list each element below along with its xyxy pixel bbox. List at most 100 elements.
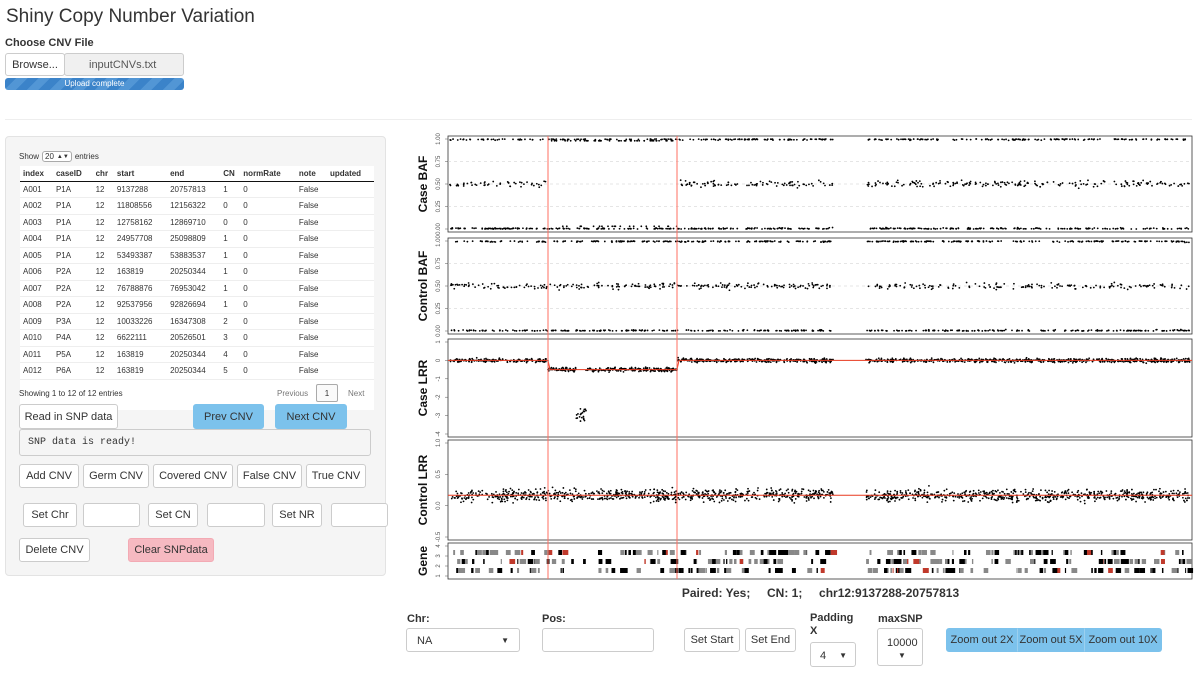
false-cnv-button[interactable]: False CNV xyxy=(237,464,302,488)
snp-point xyxy=(521,496,524,499)
snp-point xyxy=(601,498,604,501)
column-header-end[interactable]: end xyxy=(167,166,221,182)
covered-cnv-button[interactable]: Covered CNV xyxy=(153,464,233,488)
next-cnv-button[interactable]: Next CNV xyxy=(275,404,347,429)
snp-point xyxy=(1161,182,1164,185)
snp-point xyxy=(520,138,523,141)
snp-point xyxy=(643,139,646,142)
column-header-CN[interactable]: CN xyxy=(220,166,241,182)
set-chr-button[interactable]: Set Chr xyxy=(23,503,77,527)
snp-point xyxy=(993,180,996,183)
germ-cnv-button[interactable]: Germ CNV xyxy=(83,464,149,488)
snp-point xyxy=(1046,181,1049,184)
snp-point xyxy=(956,182,958,185)
snp-point xyxy=(695,360,697,363)
snp-point xyxy=(879,227,881,229)
snp-point xyxy=(1112,497,1115,500)
set-nr-button[interactable]: Set NR xyxy=(272,503,322,527)
table-row[interactable]: A011 P5A 12 163819 20250344 4 0 False xyxy=(20,346,374,363)
snp-point xyxy=(907,329,910,332)
snp-point xyxy=(748,357,751,360)
snp-point xyxy=(894,240,897,243)
snp-point xyxy=(613,225,616,228)
table-row[interactable]: A002 P1A 12 11808556 12156322 0 0 False xyxy=(20,197,374,215)
snp-point xyxy=(875,183,877,186)
column-header-updated[interactable]: updated xyxy=(326,166,374,182)
snp-point xyxy=(785,489,788,492)
snp-point xyxy=(1120,227,1123,230)
table-row[interactable]: A010 P4A 12 6622111 20526501 3 0 False xyxy=(20,329,374,347)
snp-point xyxy=(542,227,545,230)
snp-point xyxy=(571,500,574,503)
pagination-previous[interactable]: Previous xyxy=(277,389,309,398)
table-row[interactable]: A008 P2A 12 92537956 92826694 1 0 False xyxy=(20,296,374,314)
plot-tick-label: 0.25 xyxy=(436,200,442,212)
chr-input[interactable] xyxy=(83,503,140,527)
table-row[interactable]: A007 P2A 12 76788876 76953042 1 0 False xyxy=(20,280,374,297)
snp-point xyxy=(569,367,571,370)
column-header-normRate[interactable]: normRate xyxy=(240,166,296,182)
snp-point xyxy=(638,285,641,288)
browse-button[interactable]: Browse... xyxy=(5,53,65,76)
snp-point xyxy=(816,493,818,496)
read-snp-button[interactable]: Read in SNP data xyxy=(19,404,118,429)
table-row[interactable]: A001 P1A 12 9137288 20757813 1 0 False xyxy=(20,181,374,198)
snp-point xyxy=(679,241,682,243)
snp-point xyxy=(646,367,649,370)
snp-point xyxy=(649,501,652,504)
table-row[interactable]: A004 P1A 12 24957708 25098809 1 0 False xyxy=(20,230,374,248)
snp-point xyxy=(1067,240,1069,243)
column-header-caseID[interactable]: caseID xyxy=(52,166,93,182)
snp-point xyxy=(1016,329,1019,332)
nr-input[interactable] xyxy=(331,503,388,527)
snp-point xyxy=(1144,228,1147,230)
snp-point xyxy=(560,367,563,370)
pagination-next[interactable]: Next xyxy=(348,389,365,398)
snp-point xyxy=(916,491,918,494)
snp-point xyxy=(534,496,536,499)
snp-point xyxy=(1052,358,1055,361)
table-row[interactable]: A003 P1A 12 12758162 12869710 0 0 False xyxy=(20,214,374,231)
snp-point xyxy=(540,287,543,289)
table-row[interactable]: A005 P1A 12 53493387 53883537 1 0 False xyxy=(20,247,374,264)
snp-point xyxy=(949,329,952,332)
column-header-index[interactable]: index xyxy=(20,166,53,182)
table-row[interactable]: A012 P6A 12 163819 20250344 5 0 False xyxy=(20,362,374,380)
snp-point xyxy=(641,240,644,243)
plot-tick-label: 0.00 xyxy=(436,325,442,337)
snp-point xyxy=(961,492,964,495)
snp-point xyxy=(512,227,515,230)
cn-input[interactable] xyxy=(207,503,265,527)
delete-cnv-button[interactable]: Delete CNV xyxy=(19,538,90,562)
snp-point xyxy=(750,284,753,287)
clear-snpdata-button[interactable]: Clear SNPdata xyxy=(128,538,214,562)
snp-point xyxy=(806,240,809,243)
snp-point xyxy=(771,138,773,141)
set-cn-button[interactable]: Set CN xyxy=(148,503,198,527)
column-header-note[interactable]: note xyxy=(295,166,327,182)
snp-point xyxy=(1074,181,1077,184)
snp-point xyxy=(789,184,791,187)
column-header-start[interactable]: start xyxy=(113,166,168,182)
table-row[interactable]: A009 P3A 12 10033226 16347308 2 0 False xyxy=(20,313,374,330)
add-cnv-button[interactable]: Add CNV xyxy=(19,464,79,488)
snp-point xyxy=(513,240,516,242)
snp-point xyxy=(526,329,528,332)
true-cnv-button[interactable]: True CNV xyxy=(306,464,366,488)
page-size-select[interactable]: 20 ▲▼ xyxy=(42,151,72,162)
snp-point xyxy=(667,138,670,141)
table-row[interactable]: A006 P2A 12 163819 20250344 1 0 False xyxy=(20,263,374,281)
snp-point xyxy=(977,329,980,332)
snp-point xyxy=(946,329,949,332)
snp-point xyxy=(1175,357,1178,360)
column-header-chr[interactable]: chr xyxy=(92,166,114,182)
snp-point xyxy=(578,415,581,418)
snp-point xyxy=(732,499,735,502)
snp-point xyxy=(721,284,724,286)
prev-cnv-button[interactable]: Prev CNV xyxy=(193,404,264,429)
pagination-page-1[interactable]: 1 xyxy=(316,384,338,402)
snp-point xyxy=(632,227,635,230)
snp-point xyxy=(939,284,941,286)
snp-point xyxy=(1113,138,1116,141)
snp-point xyxy=(625,497,628,500)
